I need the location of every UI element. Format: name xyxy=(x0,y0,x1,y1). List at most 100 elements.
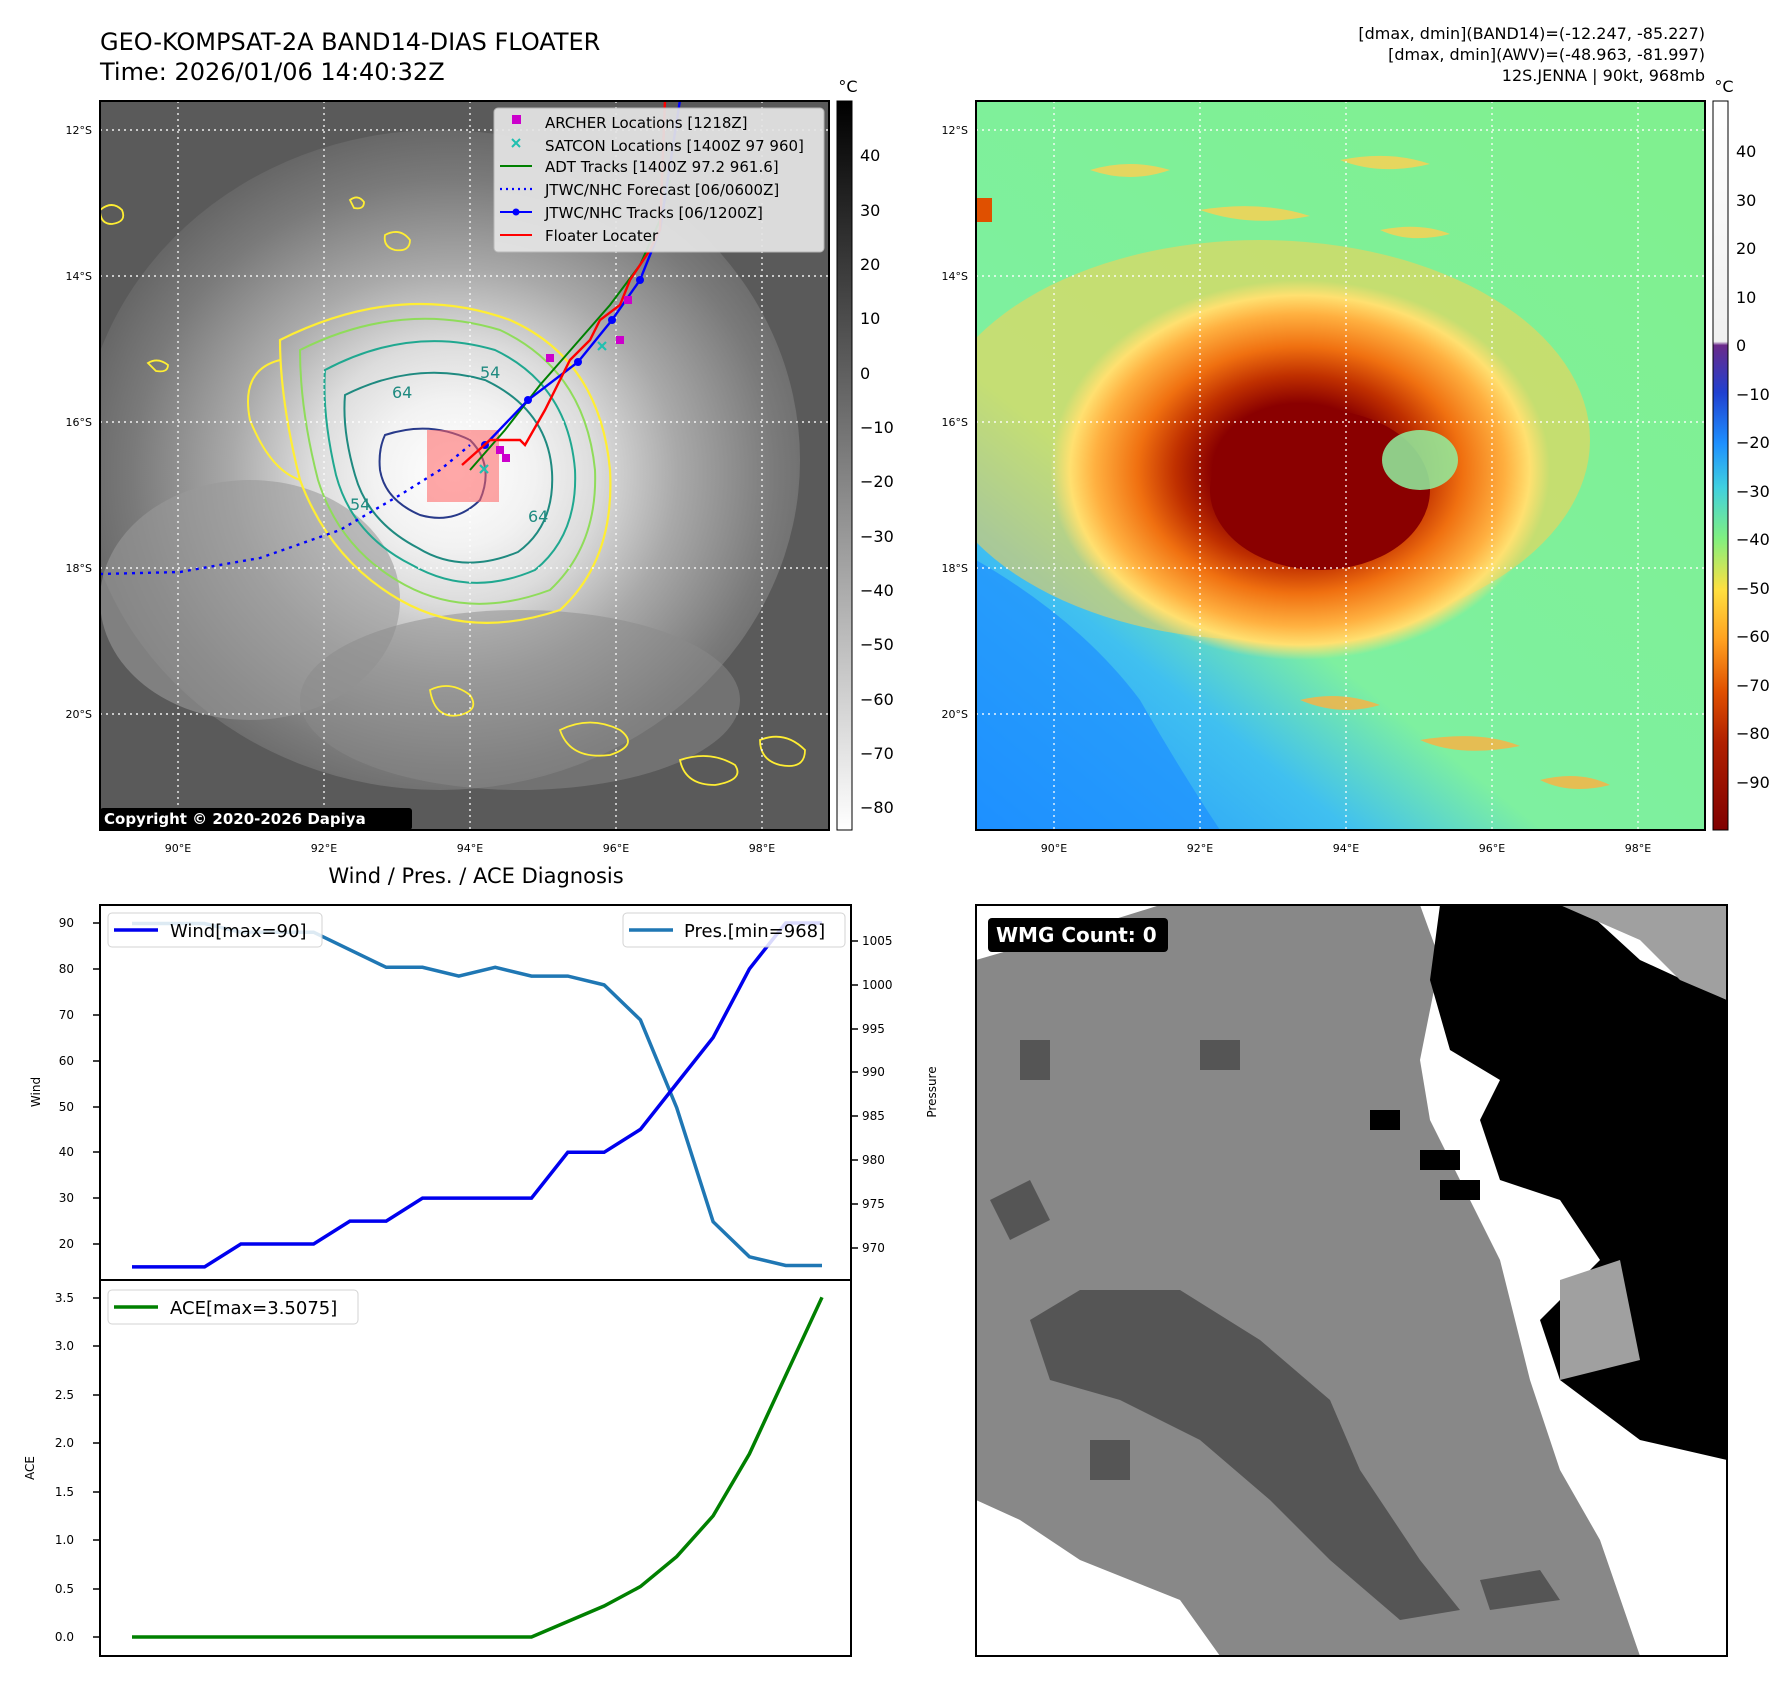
awv-cbar-tick-8: −40 xyxy=(1736,530,1770,549)
wind-ylabel: Wind xyxy=(29,1077,43,1107)
ir-cbar-tick-11: −70 xyxy=(860,744,894,763)
pres-ylabel: Pressure xyxy=(925,1066,939,1117)
awv-lat-tick-16: 16°S xyxy=(942,416,968,429)
wind-legend-box xyxy=(107,912,323,948)
awv-lon-tick-90: 90°E xyxy=(1041,842,1067,855)
ir-cbar-tick-5: −10 xyxy=(860,418,894,437)
ir-lat-tick-14: 14°S xyxy=(66,270,92,283)
legend-label-satcon: SATCON Locations [1400Z 97 960] xyxy=(545,137,804,155)
ace-tick-2.5: 2.5 xyxy=(55,1388,74,1402)
legend-label-forecast: JTWC/NHC Forecast [06/0600Z] xyxy=(544,181,779,199)
ir-lon-tick-92: 92°E xyxy=(311,842,337,855)
wind-tick-20: 20 xyxy=(59,1237,74,1251)
ir-lon-tick-90: 90°E xyxy=(165,842,191,855)
ir-cbar-tick-7: −30 xyxy=(860,527,894,546)
wind-tick-30: 30 xyxy=(59,1191,74,1205)
awv-south-streaks xyxy=(1300,696,1610,789)
ace-legend-label: ACE[max=3.5075] xyxy=(170,1298,337,1319)
contour-light-green xyxy=(298,317,597,605)
contour-teal-64 xyxy=(343,371,554,564)
ir-lat-tick-16: 16°S xyxy=(66,416,92,429)
awv-lon-ticks: 90°E 92°E 94°E 96°E 98°E xyxy=(1041,842,1651,855)
awv-cbar-tick-1: 30 xyxy=(1736,191,1756,210)
ace-legend-box xyxy=(107,1289,359,1325)
ir-cbar-tick-10: −60 xyxy=(860,690,894,709)
figure-time: Time: 2026/01/06 14:40:32Z xyxy=(99,58,445,86)
ace-ylabel: ACE xyxy=(23,1456,37,1480)
diagnosis-title: Wind / Pres. / ACE Diagnosis xyxy=(328,864,623,888)
pres-tick-980: 980 xyxy=(862,1153,885,1167)
floater-track xyxy=(461,101,667,466)
pres-ticks: 1005 1000 995 990 985 980 975 970 xyxy=(862,934,893,1255)
contour-yellow-cells-north xyxy=(100,196,411,373)
pres-legend: Pres.[min=968] xyxy=(622,912,846,948)
info-awv-range: [dmax, dmin](AWV)=(-48.963, -81.997) xyxy=(1388,45,1705,64)
legend-label-adt: ADT Tracks [1400Z 97.2 961.6] xyxy=(545,158,779,176)
ir-cbar-tick-2: 20 xyxy=(860,255,880,274)
ir-lon-tick-98: 98°E xyxy=(749,842,775,855)
archer-points xyxy=(496,296,632,462)
wmg-black-cells xyxy=(1370,1110,1530,1200)
ace-tick-3.5: 3.5 xyxy=(55,1291,74,1305)
wind-tick-marks xyxy=(93,922,100,1245)
awv-gridlines xyxy=(976,101,1705,830)
ace-chart: 3.5 3.0 2.5 2.0 1.5 1.0 0.5 0.0 ACE ACE[… xyxy=(23,1279,852,1657)
wind-pres-chart: 90 80 70 60 50 40 30 20 1005 1000 995 99… xyxy=(29,904,939,1281)
ir-cbar-tick-6: −20 xyxy=(860,472,894,491)
awv-eye-region xyxy=(1210,410,1430,570)
ir-colorbar-ticks: 40 30 20 10 0 −10 −20 −30 −40 −50 −60 −7… xyxy=(860,146,894,817)
contour-label-54-north: 54 xyxy=(480,363,500,382)
wind-series-line xyxy=(132,921,822,1269)
awv-lat-tick-12: 12°S xyxy=(942,124,968,137)
contour-yellow-west xyxy=(247,359,301,481)
wmg-dark-band xyxy=(1030,1290,1460,1620)
awv-lon-tick-96: 96°E xyxy=(1479,842,1505,855)
awv-dry-slot xyxy=(976,560,1220,830)
ace-tick-marks xyxy=(93,1297,100,1638)
wind-tick-80: 80 xyxy=(59,962,74,976)
ace-tick-1.5: 1.5 xyxy=(55,1485,74,1499)
ir-lat-ticks: 12°S 14°S 16°S 18°S 20°S xyxy=(66,124,92,721)
ace-tick-1.0: 1.0 xyxy=(55,1533,74,1547)
awv-cbar-tick-0: 40 xyxy=(1736,142,1756,161)
awv-panel xyxy=(976,101,1705,830)
info-band14-range: [dmax, dmin](BAND14)=(-12.247, -85.227) xyxy=(1358,24,1705,43)
ir-cbar-tick-9: −50 xyxy=(860,635,894,654)
ir-colorbar xyxy=(836,100,853,831)
ace-tick-2.0: 2.0 xyxy=(55,1436,74,1450)
contour-yellow-cells-south xyxy=(429,685,806,786)
pres-tick-990: 990 xyxy=(862,1065,885,1079)
legend-label-archer: ARCHER Locations [1218Z] xyxy=(545,114,748,132)
ir-cbar-tick-3: 10 xyxy=(860,309,880,328)
contour-label-54-west: 54 xyxy=(350,495,370,514)
wmg-light-gray-region xyxy=(1560,905,1727,1380)
awv-lon-tick-98: 98°E xyxy=(1625,842,1651,855)
awv-colorbar-ticks: 40 30 20 10 0 −10 −20 −30 −40 −50 −60 −7… xyxy=(1736,142,1770,792)
figure-title: GEO-KOMPSAT-2A BAND14-DIAS FLOATER xyxy=(100,28,600,56)
wind-tick-60: 60 xyxy=(59,1054,74,1068)
ir-legend-box xyxy=(493,107,825,253)
wind-tick-50: 50 xyxy=(59,1100,74,1114)
ir-south-band xyxy=(300,610,740,790)
wmg-gray-region xyxy=(976,905,1640,1656)
ace-series-line xyxy=(132,1296,824,1639)
wind-ticks: 90 80 70 60 50 40 30 20 xyxy=(59,916,74,1251)
contour-yellow-outer xyxy=(278,302,612,624)
wind-pres-frame xyxy=(99,904,852,1281)
info-storm-summary: 12S.JENNA | 90kt, 968mb xyxy=(1502,66,1705,85)
wmg-panel-frame xyxy=(975,904,1728,1657)
contour-label-64-east: 64 xyxy=(528,507,548,526)
awv-cbar-tick-4: 0 xyxy=(1736,336,1746,355)
pres-legend-label: Pres.[min=968] xyxy=(684,921,825,942)
awv-colorbar xyxy=(1712,100,1729,831)
awv-lon-tick-92: 92°E xyxy=(1187,842,1213,855)
satcon-points xyxy=(479,341,607,474)
jtwc-forecast-track xyxy=(100,444,471,576)
ir-panel: 54 64 54 64 ARCHER Locations [1218Z] SAT… xyxy=(100,101,829,830)
awv-eye-green xyxy=(1382,430,1458,490)
awv-lon-tick-94: 94°E xyxy=(1333,842,1359,855)
pres-tick-1000: 1000 xyxy=(862,978,893,992)
awv-lat-tick-20: 20°S xyxy=(942,708,968,721)
awv-panel-frame xyxy=(975,100,1706,831)
ir-lon-tick-94: 94°E xyxy=(457,842,483,855)
